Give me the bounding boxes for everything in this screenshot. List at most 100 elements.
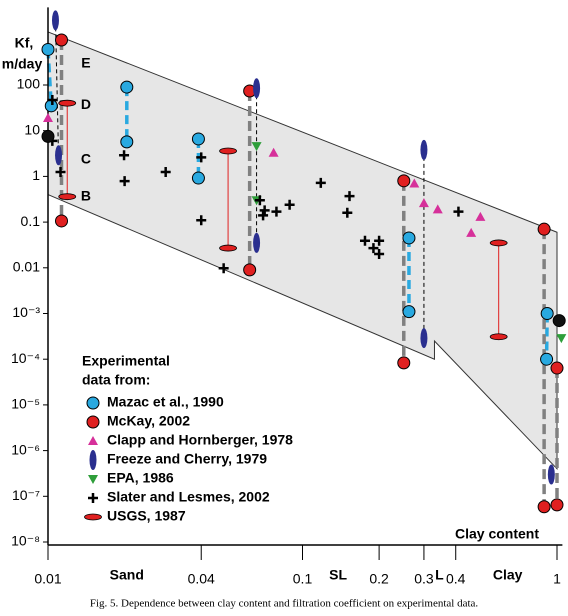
y-axis-label: Kf, — [15, 35, 34, 51]
point — [453, 206, 464, 217]
point — [540, 307, 554, 320]
point — [43, 112, 53, 122]
y-axis-label: m/day — [2, 56, 43, 72]
point — [374, 249, 385, 260]
point — [120, 80, 134, 94]
point — [218, 263, 229, 274]
point — [191, 171, 205, 185]
y-tick-label: 0.1 — [21, 213, 41, 229]
point — [196, 215, 207, 226]
zone-label: D — [81, 96, 91, 112]
x-tick-label: 0.04 — [188, 571, 215, 587]
legend-marker — [86, 415, 100, 429]
legend-marker — [88, 493, 98, 503]
point — [219, 147, 237, 155]
x-tick-label: 0.1 — [293, 571, 313, 587]
region-label: SL — [329, 567, 347, 583]
y-tick-label: 10⁻³ — [12, 304, 40, 320]
point — [55, 166, 66, 177]
point — [253, 232, 261, 253]
point — [55, 33, 69, 47]
legend-marker — [86, 396, 100, 410]
x-tick-label: 0.2 — [369, 571, 389, 587]
point — [418, 198, 429, 208]
axes: 100 10 1 0.1 0.01 10⁻³ 10⁻⁴ 10⁻⁵ 10⁻⁶ 10⁻⁷ 10⁻⁸ 0.0… — [11, 7, 563, 587]
legend-item: McKay, 2002 — [86, 413, 190, 429]
legend-item: Slater and Lesmes, 2002 — [88, 489, 270, 505]
connector — [544, 313, 549, 360]
point — [315, 177, 326, 188]
zone-label: B — [81, 187, 91, 203]
marks — [41, 10, 567, 514]
point — [119, 150, 130, 161]
point — [243, 263, 257, 277]
point — [550, 361, 564, 375]
legend-marker — [88, 475, 98, 484]
y-tick-label: 1 — [32, 167, 40, 183]
legend-marker — [88, 436, 98, 445]
point — [374, 235, 385, 246]
legend-item: Freeze and Cherry, 1979 — [89, 450, 267, 470]
region-label: Sand — [110, 567, 144, 583]
connector — [46, 49, 54, 106]
legend-item: EPA, 1986 — [88, 470, 174, 486]
y-tick-label: 10⁻⁸ — [11, 533, 40, 549]
legend-label: EPA, 1986 — [107, 470, 174, 486]
y-tick-label: 10 — [24, 121, 40, 137]
point — [160, 166, 171, 177]
y-tick-label: 10⁻⁶ — [11, 441, 40, 457]
point — [253, 78, 261, 99]
y-tick-label: 10⁻⁷ — [12, 487, 40, 503]
point — [397, 174, 411, 188]
point — [259, 205, 270, 216]
legend-marker — [84, 513, 102, 521]
legend-marker — [89, 450, 97, 470]
legend-item: USGS, 1987 — [84, 508, 186, 524]
point — [271, 206, 282, 217]
y-tick-label: 10⁻⁴ — [11, 350, 40, 366]
point — [489, 333, 508, 341]
legend-label: Slater and Lesmes, 2002 — [107, 489, 270, 505]
point — [120, 135, 134, 149]
point — [219, 244, 237, 252]
point — [58, 99, 77, 107]
point — [284, 199, 295, 210]
caption: Fig. 5. Dependence between clay content … — [90, 598, 479, 610]
point — [191, 132, 205, 146]
legend-title: Experimental — [82, 353, 170, 369]
point — [119, 176, 130, 187]
point — [489, 239, 508, 247]
legend-label: Freeze and Cherry, 1979 — [107, 451, 267, 467]
point — [359, 235, 370, 246]
region-label: Clay — [493, 567, 523, 583]
point — [254, 195, 265, 206]
point — [402, 305, 416, 319]
point — [540, 352, 554, 366]
y-tick-label: 0.01 — [13, 259, 40, 275]
point — [58, 193, 77, 201]
legend-label: Clapp and Hornberger, 1978 — [107, 432, 293, 448]
region-label: L — [435, 567, 444, 583]
point — [420, 139, 428, 160]
point — [251, 142, 262, 152]
x-tick-label: 0.01 — [34, 571, 61, 587]
point — [41, 129, 55, 143]
point — [55, 145, 63, 166]
x-tick-label: 0.4 — [446, 571, 466, 587]
connectors — [46, 20, 559, 507]
point — [51, 10, 59, 31]
legend-title: data from: — [82, 372, 150, 388]
point — [196, 152, 207, 163]
point — [41, 42, 55, 56]
point — [432, 204, 443, 214]
point — [258, 210, 269, 221]
x-tick-label: 0.3 — [414, 571, 434, 587]
x-axis-label: Clay content — [455, 526, 539, 542]
point — [556, 334, 567, 344]
point — [420, 328, 428, 349]
point — [552, 314, 566, 328]
point — [475, 211, 486, 221]
point — [409, 178, 420, 188]
legend-item: Mazac et al., 1990 — [86, 394, 224, 410]
